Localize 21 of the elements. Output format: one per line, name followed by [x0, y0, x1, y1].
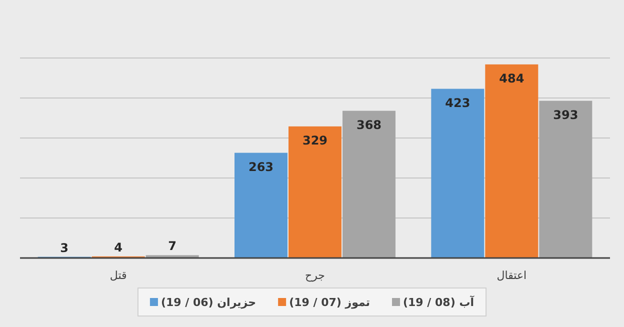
bar — [342, 110, 396, 258]
bar — [539, 100, 592, 258]
data-label: 423 — [445, 96, 470, 110]
legend-label: تموز (07 / 19) — [289, 296, 370, 309]
data-label: 7 — [168, 239, 177, 254]
x-tick-label: جرح — [305, 269, 325, 282]
bar — [485, 64, 538, 258]
data-label: 484 — [499, 71, 524, 86]
x-tick-label: اعتقال — [496, 269, 527, 282]
x-tick-label: قتل — [110, 269, 127, 282]
data-label: 393 — [553, 108, 578, 122]
bar — [288, 126, 342, 258]
legend-label: آب (08 / 19) — [403, 295, 474, 309]
data-label: 263 — [248, 160, 274, 174]
data-label: 329 — [302, 133, 328, 148]
bar — [234, 152, 288, 258]
legend-label: حزيران (06 / 19) — [160, 296, 256, 309]
data-label: 3 — [60, 240, 69, 255]
data-label: 4 — [114, 240, 123, 254]
data-label: 368 — [356, 118, 382, 132]
bar — [431, 88, 484, 258]
